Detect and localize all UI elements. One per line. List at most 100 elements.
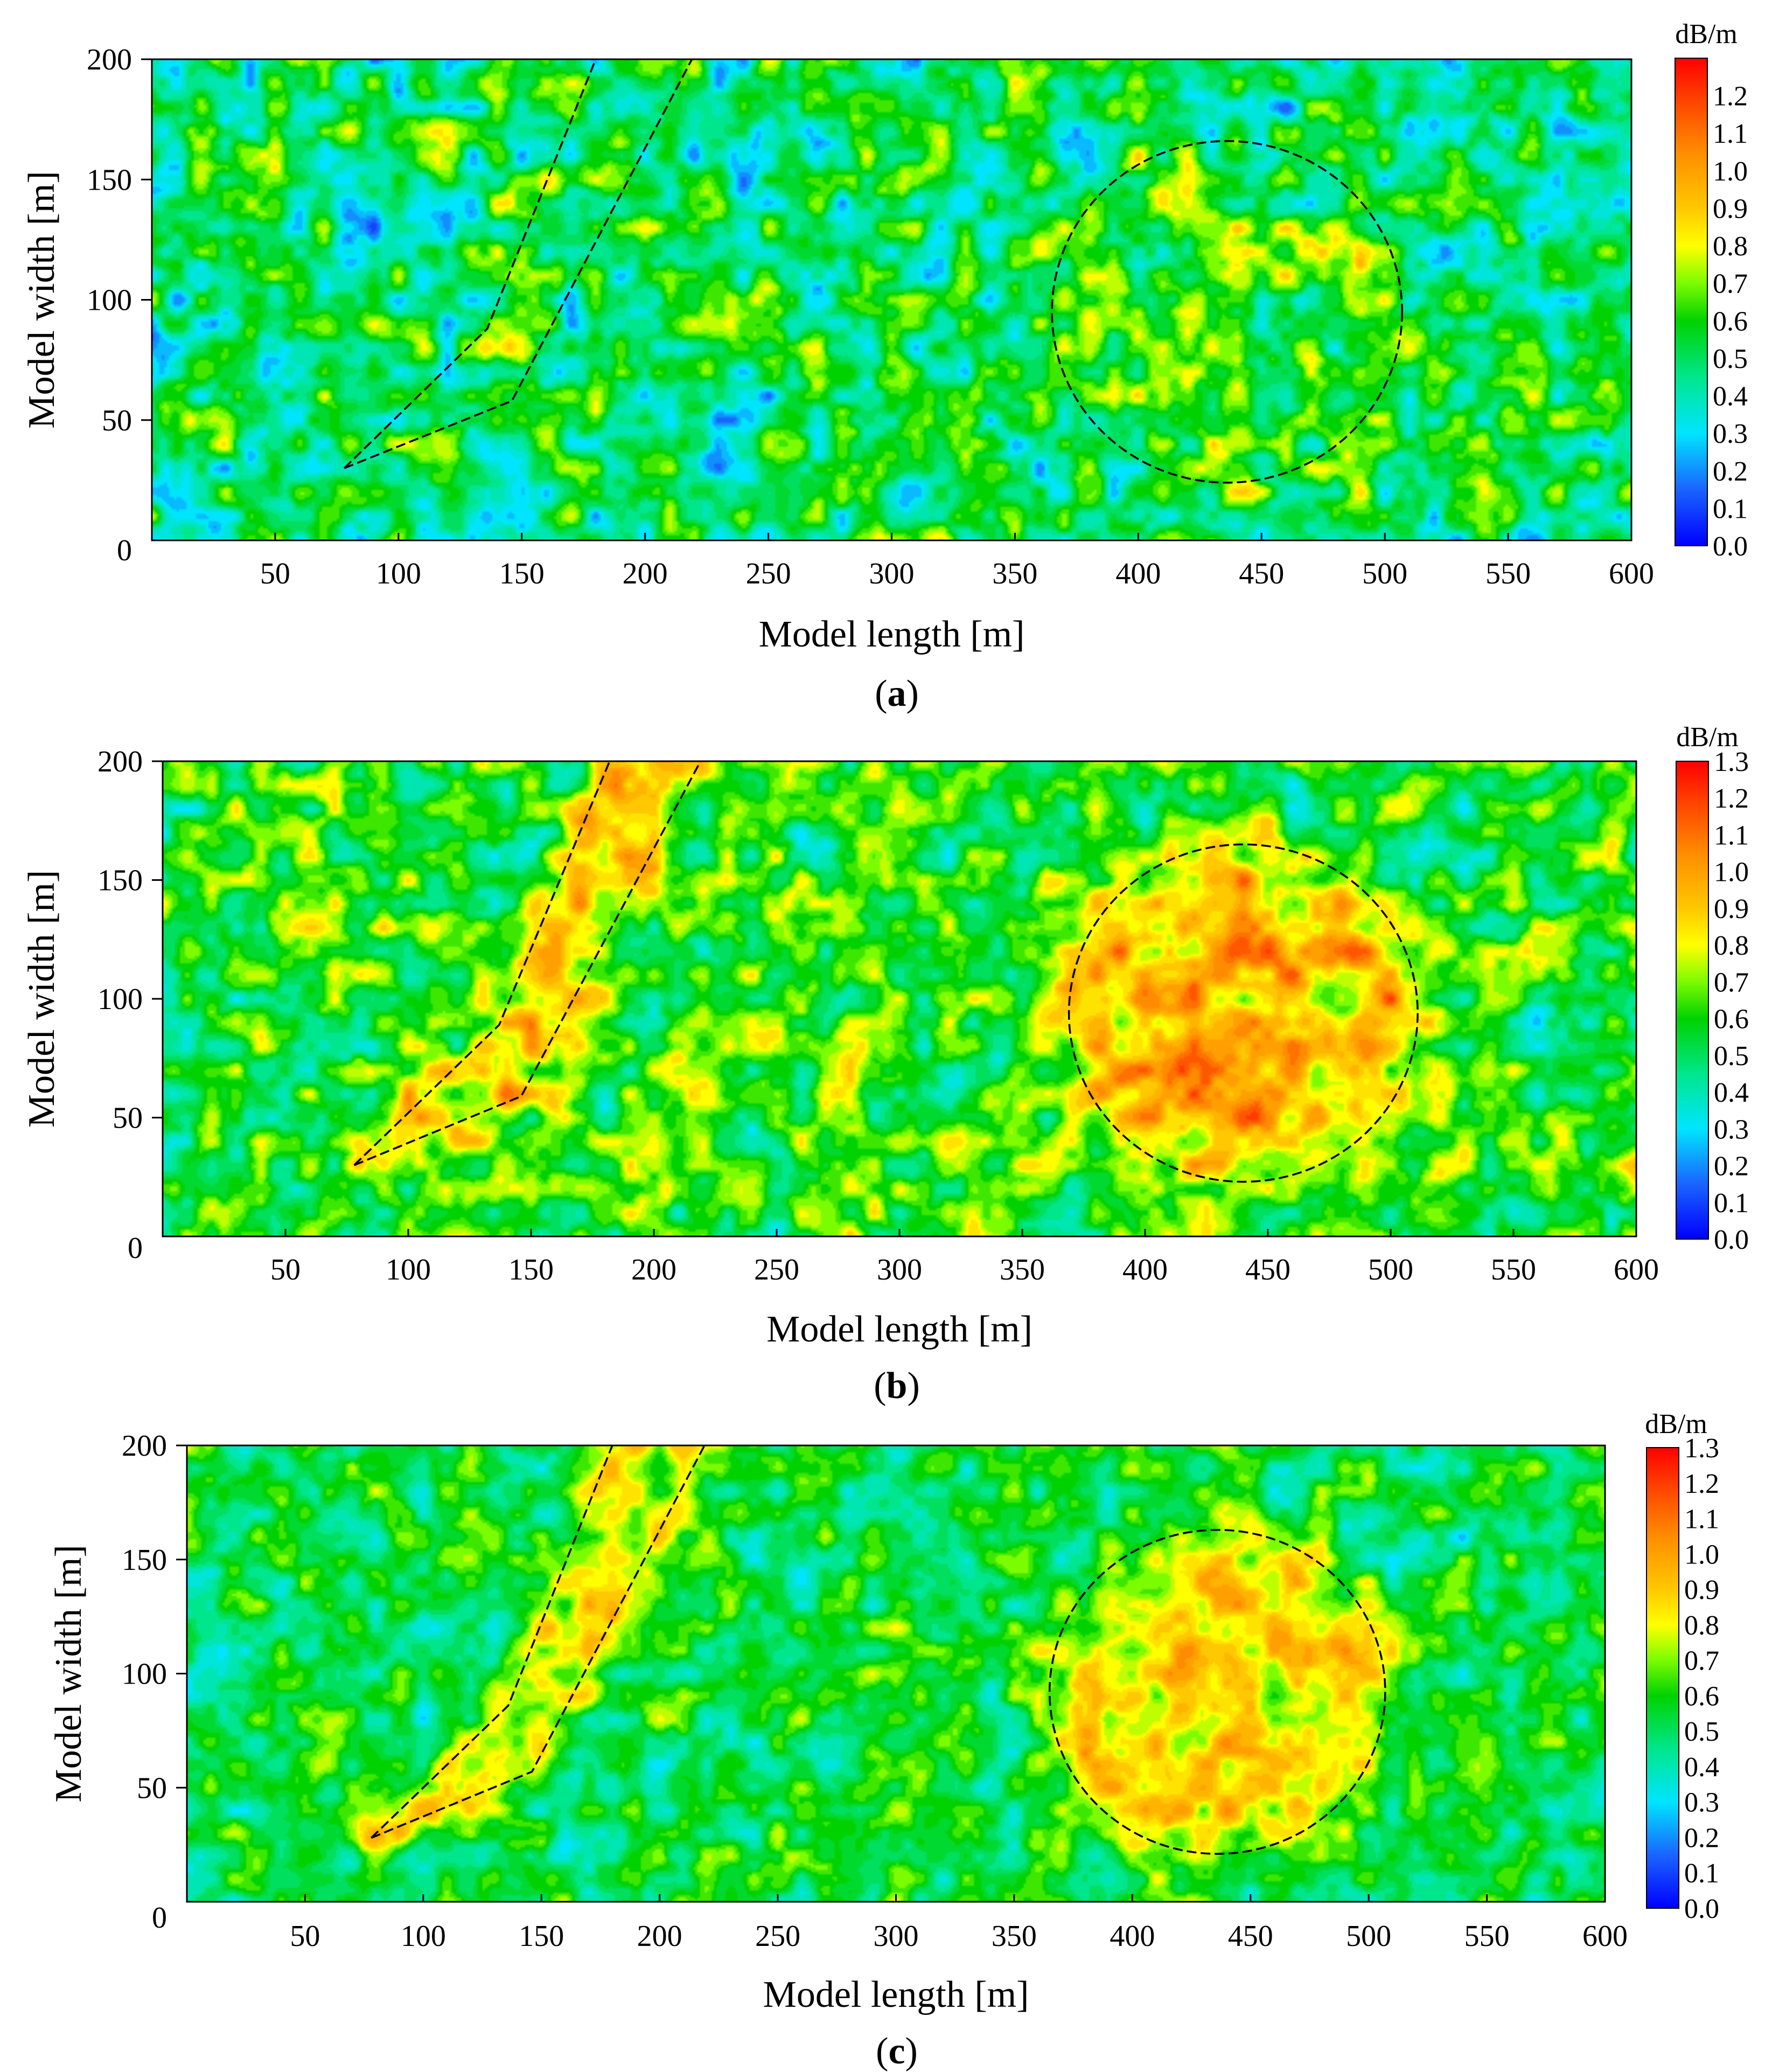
fault-line-2 xyxy=(344,59,693,469)
x-tick-label: 350 xyxy=(1000,1253,1045,1287)
y-tick-label: 100 xyxy=(122,1658,167,1691)
x-tick-label: 450 xyxy=(1239,557,1284,590)
x-tick-label: 250 xyxy=(746,557,791,590)
x-tick-label: 500 xyxy=(1368,1253,1413,1287)
colorbar-tick-label: 0.2 xyxy=(1684,1823,1719,1853)
colorbar-tick-label: 0.7 xyxy=(1713,269,1748,300)
panel-label: (b) xyxy=(874,1365,920,1407)
colorbar-tick-label: 0.2 xyxy=(1714,1151,1749,1182)
colorbar-tick-label: 0.8 xyxy=(1684,1610,1719,1641)
x-tick-label: 250 xyxy=(755,1920,800,1953)
colorbar-tick-label: 1.0 xyxy=(1713,156,1748,187)
x-tick-label: 150 xyxy=(499,557,545,590)
panel-label: (a) xyxy=(875,673,919,714)
panel-label: (c) xyxy=(876,2031,918,2072)
colorbar-tick-label: 1.1 xyxy=(1713,119,1748,149)
colorbar-tick-label: 0.0 xyxy=(1714,1225,1749,1255)
x-tick-label: 450 xyxy=(1245,1253,1290,1287)
x-tick-label: 400 xyxy=(1122,1253,1168,1287)
colorbar-tick-label: 0.4 xyxy=(1713,381,1748,412)
x-axis-title: Model length [m] xyxy=(763,1974,1029,2015)
y-axis-title: Model width [m] xyxy=(21,171,62,428)
colorbar-tick-label: 0.4 xyxy=(1684,1752,1719,1783)
x-tick-label: 600 xyxy=(1609,557,1654,590)
x-tick-label: 550 xyxy=(1491,1253,1536,1287)
colorbar-tick-label: 0.9 xyxy=(1714,894,1749,924)
anomaly-circle xyxy=(1051,140,1403,484)
colorbar-tick-label: 0.6 xyxy=(1713,306,1748,337)
y-tick-label: 200 xyxy=(122,1429,167,1463)
y-tick-label: 50 xyxy=(113,1102,143,1135)
anomaly-circle xyxy=(1068,843,1419,1183)
x-tick-label: 50 xyxy=(290,1920,320,1953)
y-tick-label: 0 xyxy=(152,1901,167,1935)
chart-panel-2: 50 100 150 200 250 300 350 400 450 500 550 600 0 50 10… xyxy=(21,722,1749,1407)
colorbar-tick-label: 0.0 xyxy=(1713,531,1748,562)
colorbar-tick-label: 0.7 xyxy=(1714,967,1749,998)
x-tick-label: 200 xyxy=(637,1920,682,1953)
x-tick-label: 100 xyxy=(401,1920,446,1953)
colorbar xyxy=(1675,58,1708,546)
x-tick-label: 100 xyxy=(386,1253,431,1287)
x-tick-label: 350 xyxy=(992,1920,1037,1953)
colorbar-tick-label: 1.3 xyxy=(1684,1433,1719,1464)
colorbar xyxy=(1676,761,1709,1240)
x-tick-label: 400 xyxy=(1115,557,1161,590)
x-tick-label: 550 xyxy=(1464,1920,1510,1953)
colorbar-tick-label: 1.1 xyxy=(1714,820,1749,851)
y-tick-label: 50 xyxy=(102,404,132,437)
colorbar-tick-label: 1.2 xyxy=(1713,81,1748,112)
x-tick-label: 500 xyxy=(1362,557,1407,590)
x-axis-title: Model length [m] xyxy=(766,1309,1032,1350)
colorbar-tick-label: 0.3 xyxy=(1684,1788,1719,1818)
x-tick-label: 200 xyxy=(631,1253,676,1287)
fault-line-2 xyxy=(371,1445,706,1839)
y-axis-title: Model width [m] xyxy=(21,870,62,1128)
x-tick-label: 250 xyxy=(754,1253,799,1287)
x-tick-label: 550 xyxy=(1485,557,1531,590)
colorbar-tick-label: 1.0 xyxy=(1684,1539,1719,1570)
y-tick-label: 50 xyxy=(137,1771,167,1805)
y-tick-label: 100 xyxy=(97,983,143,1016)
colorbar-tick-label: 0.1 xyxy=(1684,1858,1719,1889)
colorbar-tick-label: 0.8 xyxy=(1713,231,1748,262)
fault-line-1 xyxy=(353,761,611,1166)
x-tick-label: 300 xyxy=(877,1253,922,1287)
x-tick-label: 100 xyxy=(376,557,421,590)
chart-panel-3: 50 100 150 200 250 300 350 400 450 500 550 600 0 50 10… xyxy=(48,1409,1719,2072)
heatmap-field xyxy=(152,59,1631,540)
y-tick-label: 0 xyxy=(128,1232,143,1265)
colorbar-tick-label: 0.5 xyxy=(1713,344,1748,374)
x-tick-label: 350 xyxy=(992,557,1037,590)
x-tick-label: 150 xyxy=(519,1920,564,1953)
colorbar-tick-label: 0.1 xyxy=(1713,493,1748,524)
anomaly-circle xyxy=(1048,1528,1386,1855)
y-tick-label: 100 xyxy=(87,284,132,317)
colorbar-tick-label: 0.8 xyxy=(1714,930,1749,961)
colorbar-tick-label: 0.2 xyxy=(1713,456,1748,487)
chart-panel-1: 50 100 150 200 250 300 350 400 450 500 550 600 0 50 10… xyxy=(21,19,1748,714)
heatmap-field xyxy=(163,761,1636,1236)
colorbar-tick-label: 0.6 xyxy=(1714,1004,1749,1035)
colorbar-tick-label: 0.5 xyxy=(1714,1041,1749,1072)
x-tick-label: 50 xyxy=(260,557,290,590)
colorbar-tick-label: 1.2 xyxy=(1714,783,1749,814)
colorbar-tick-label: 0.1 xyxy=(1714,1188,1749,1219)
colorbar-tick-label: 0.7 xyxy=(1684,1646,1719,1677)
heatmap-field xyxy=(187,1445,1605,1902)
x-tick-label: 200 xyxy=(623,557,668,590)
colorbar-tick-label: 0.9 xyxy=(1684,1575,1719,1605)
colorbar-tick-label: 1.3 xyxy=(1714,747,1749,777)
colorbar-tick-label: 0.9 xyxy=(1713,193,1748,224)
colorbar-tick-label: 0.4 xyxy=(1714,1077,1749,1108)
colorbar-tick-label: 0.0 xyxy=(1684,1894,1719,1924)
y-axis-title: Model width [m] xyxy=(48,1545,89,1802)
y-tick-label: 150 xyxy=(122,1543,167,1577)
colorbar-tick-label: 1.0 xyxy=(1714,857,1749,888)
colorbar xyxy=(1646,1447,1679,1909)
x-tick-label: 600 xyxy=(1614,1253,1659,1287)
y-tick-label: 150 xyxy=(87,163,132,197)
colorbar-title: dB/m xyxy=(1676,722,1739,753)
colorbar-title: dB/m xyxy=(1645,1409,1707,1440)
x-tick-label: 300 xyxy=(869,557,915,590)
